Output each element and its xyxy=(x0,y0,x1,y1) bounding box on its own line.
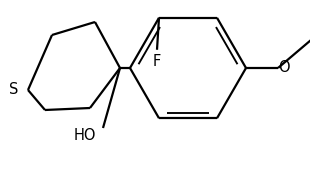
Text: O: O xyxy=(278,61,290,76)
Text: F: F xyxy=(153,54,161,69)
Text: HO: HO xyxy=(74,129,96,144)
Text: S: S xyxy=(9,82,19,97)
